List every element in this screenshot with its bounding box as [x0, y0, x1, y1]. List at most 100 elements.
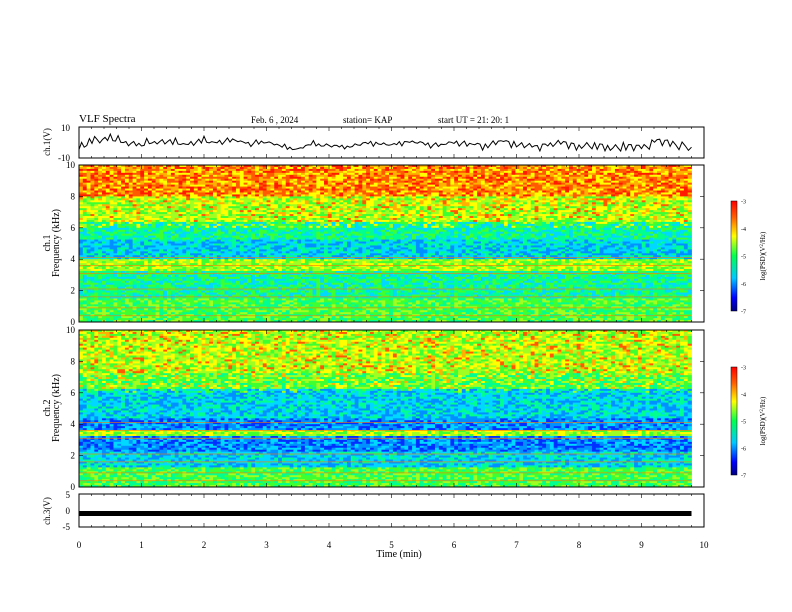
- spectrogram-cell: [392, 174, 398, 178]
- spectrogram-cell: [515, 174, 520, 178]
- spectrogram-cell: [212, 168, 218, 172]
- spectrogram-cell: [614, 168, 620, 172]
- spectrogram-cell: [668, 166, 673, 170]
- spectrogram-cell: [366, 170, 371, 174]
- spectrogram-cell: [109, 166, 114, 170]
- spectrogram-cell: [312, 168, 317, 172]
- spectrogram-cell: [136, 170, 141, 174]
- spectrogram-cell: [488, 165, 493, 168]
- spectrogram-cell: [412, 166, 417, 170]
- spectrogram-cell: [186, 166, 191, 170]
- spectrogram-cell: [224, 174, 229, 178]
- spectrogram-cell: [614, 166, 620, 170]
- spectrogram-cell: [534, 166, 539, 170]
- spectrogram-cell: [461, 170, 467, 174]
- spectrogram-cell: [385, 170, 390, 174]
- spectrogram-cell: [117, 176, 122, 180]
- spectrogram-cell: [561, 165, 566, 168]
- spectrogram-cell: [216, 166, 222, 170]
- spectrogram-cell: [641, 165, 646, 168]
- spectrogram-cell: [121, 168, 126, 172]
- spectrogram-cell: [500, 166, 505, 170]
- spectrogram-cell: [297, 165, 302, 168]
- spectrogram-cell: [147, 174, 153, 178]
- spectrogram-cell: [201, 174, 206, 178]
- spectrogram-cell: [117, 174, 122, 178]
- spectrogram-cell: [588, 172, 593, 176]
- spectrogram-cell: [297, 174, 302, 178]
- spectrogram-cell: [412, 174, 417, 178]
- spectrogram-cell: [174, 170, 179, 174]
- spectrogram-cell: [155, 165, 160, 168]
- spectrogram-cell: [473, 166, 478, 170]
- spectrogram-cell: [86, 166, 91, 170]
- spectrogram-cell: [454, 174, 459, 178]
- spectrogram-cell: [124, 176, 130, 180]
- ch1-waveform-panel: 10 -10 ch.1(V): [42, 123, 705, 163]
- spectrogram-cell: [90, 168, 95, 172]
- spectrogram-cell: [565, 172, 570, 176]
- spectrogram-cell: [680, 170, 685, 174]
- spectrogram-cell: [450, 166, 455, 170]
- spectrogram-cell: [377, 166, 382, 170]
- spectrogram-cell: [278, 168, 283, 172]
- spectrogram-cell: [190, 172, 195, 176]
- spectrogram-cell: [79, 166, 84, 170]
- spectrogram-cell: [549, 165, 555, 168]
- spectrogram-cell: [664, 170, 669, 174]
- spectrogram-cell: [346, 168, 352, 172]
- spectrogram-cell: [511, 168, 516, 172]
- spectrogram-cell: [580, 168, 585, 172]
- spectrogram-cell: [511, 165, 516, 168]
- spectrogram-cell: [465, 170, 470, 174]
- spectrogram-cell: [190, 174, 195, 178]
- spectrogram-cell: [79, 165, 84, 168]
- spectrogram-cell: [335, 170, 340, 174]
- spectrogram-cell: [117, 166, 122, 170]
- spectrogram-cell: [174, 168, 179, 172]
- spectrogram-cell: [599, 168, 604, 172]
- spectrogram-cell: [132, 172, 137, 176]
- spectrogram-cell: [105, 168, 111, 172]
- spectrogram-cell: [603, 174, 608, 178]
- spectrogram-cell: [419, 166, 424, 170]
- spectrogram-cell: [496, 166, 501, 170]
- spectrogram-cell: [255, 170, 260, 174]
- spectrogram-cell: [530, 165, 535, 168]
- spectrogram-cell: [255, 168, 260, 172]
- spectrogram-cell: [622, 168, 627, 172]
- spectrogram-cell: [243, 168, 248, 172]
- spectrogram-cell: [121, 172, 126, 176]
- spectrogram-cell: [480, 172, 486, 176]
- spectrogram-cell: [220, 174, 225, 178]
- spectrogram-cell: [668, 174, 673, 178]
- spectrogram-cell: [626, 170, 631, 174]
- spectrogram-cell: [258, 168, 264, 172]
- spectrogram-cell: [163, 166, 168, 170]
- spectrogram-cell: [105, 170, 111, 174]
- spectrogram-cell: [327, 166, 333, 170]
- spectrogram-cell: [385, 172, 390, 176]
- spectrogram-cell: [584, 174, 589, 178]
- spectrogram-cell: [366, 165, 371, 168]
- spectrogram-cell: [304, 165, 310, 168]
- spectrogram-cell: [174, 166, 179, 170]
- spectrogram-cell: [147, 172, 153, 176]
- spectrogram-cell: [304, 174, 310, 178]
- spectrogram-cell: [492, 165, 497, 168]
- spectrogram-cell: [155, 168, 160, 172]
- spectrogram-cell: [584, 165, 589, 168]
- spectrogram-cell: [473, 174, 478, 178]
- spectrogram-cell: [549, 174, 555, 178]
- spectrogram-cell: [523, 166, 528, 170]
- spectrogram-cell: [247, 174, 252, 178]
- spectrogram-cell: [480, 168, 486, 172]
- spectrogram-cell: [144, 174, 149, 178]
- spectrogram-cell: [477, 172, 482, 176]
- spectrogram-cell: [427, 165, 432, 168]
- spectrogram-cell: [289, 172, 294, 176]
- spectrogram-cell: [304, 166, 310, 170]
- spectrogram-cell: [373, 174, 378, 178]
- spectrogram-cell: [542, 166, 547, 170]
- spectrogram-cell: [151, 166, 156, 170]
